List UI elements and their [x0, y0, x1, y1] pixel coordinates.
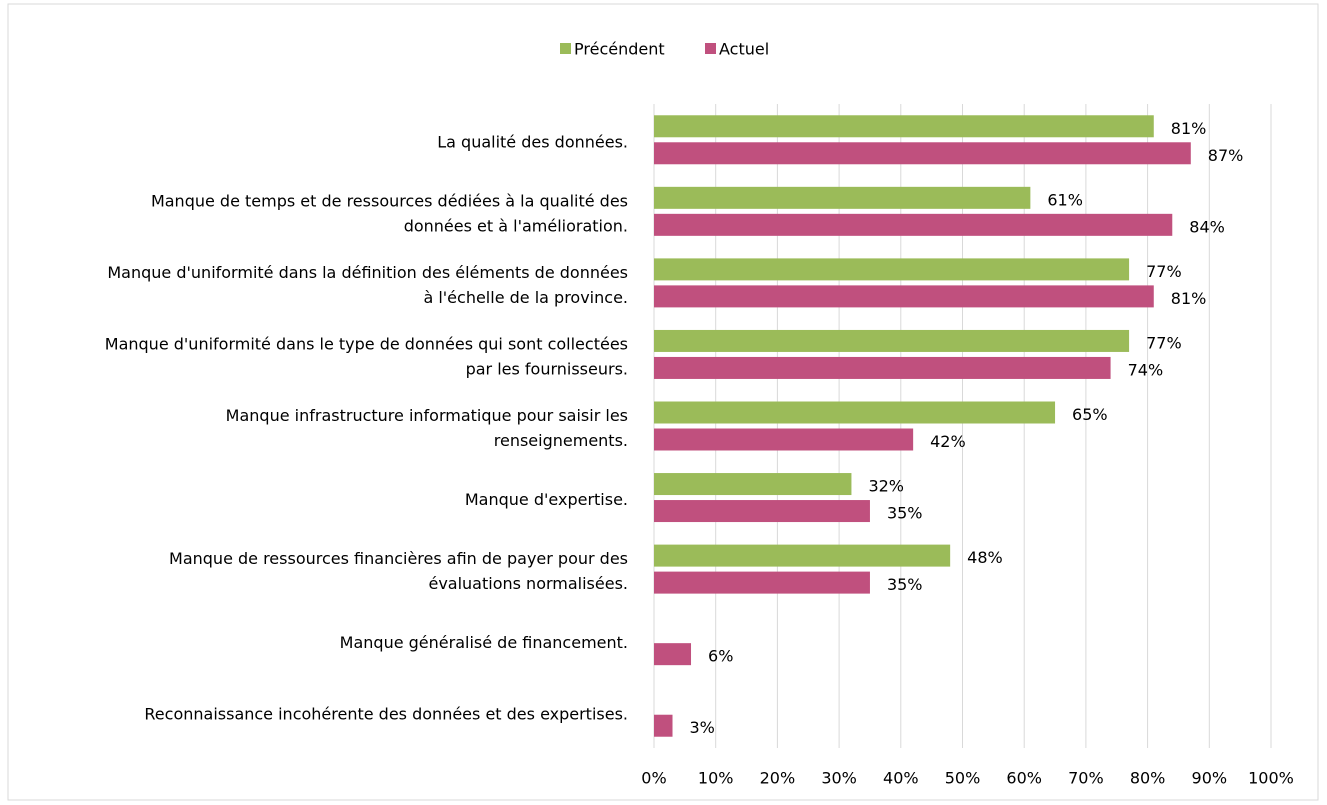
x-tick-label: 90%: [1192, 769, 1228, 788]
bar: [654, 213, 1173, 236]
bar: [654, 329, 1130, 352]
bar: [654, 473, 852, 496]
x-tick-label: 50%: [945, 769, 981, 788]
value-label: 81%: [1171, 289, 1207, 308]
value-label: 87%: [1208, 146, 1244, 165]
legend-label: Précéndent: [574, 40, 665, 59]
category-label: à l'échelle de la province.: [423, 288, 628, 307]
category-label: renseignements.: [494, 431, 628, 450]
legend-swatch: [705, 43, 716, 54]
bar: [654, 356, 1111, 379]
value-label: 35%: [887, 504, 923, 523]
category-label: Manque de temps et de ressources dédiées…: [151, 191, 628, 210]
value-label: 77%: [1146, 333, 1182, 352]
bar: [654, 285, 1154, 308]
bar: [654, 643, 692, 666]
bar: [654, 142, 1191, 165]
category-label: Manque d'uniformité dans la définition d…: [107, 263, 628, 282]
x-tick-label: 60%: [1006, 769, 1042, 788]
x-tick-label: 100%: [1248, 769, 1294, 788]
value-label: 42%: [930, 432, 966, 451]
bar: [654, 544, 951, 567]
value-label: 35%: [887, 575, 923, 594]
x-tick-label: 40%: [883, 769, 919, 788]
category-label: Manque infrastructure informatique pour …: [226, 406, 628, 425]
category-label: Manque d'expertise.: [465, 490, 628, 509]
category-label: évaluations normalisées.: [428, 574, 628, 593]
value-label: 32%: [868, 477, 904, 496]
category-label: par les fournisseurs.: [466, 359, 628, 378]
category-label: La qualité des données.: [437, 132, 628, 151]
category-label: Manque généralisé de financement.: [340, 633, 628, 652]
value-label: 48%: [967, 548, 1003, 567]
category-label: données et à l'amélioration.: [404, 216, 628, 235]
x-tick-label: 70%: [1068, 769, 1104, 788]
bar: [654, 115, 1154, 138]
value-label: 84%: [1189, 217, 1225, 236]
legend-swatch: [560, 43, 571, 54]
bar: [654, 500, 870, 523]
bar: [654, 258, 1130, 281]
value-label: 61%: [1047, 190, 1083, 209]
x-tick-label: 0%: [641, 769, 666, 788]
value-label: 81%: [1171, 119, 1207, 138]
bar: [654, 186, 1031, 209]
x-tick-label: 80%: [1130, 769, 1166, 788]
value-label: 6%: [708, 647, 733, 666]
value-label: 3%: [690, 718, 715, 737]
x-tick-label: 30%: [821, 769, 857, 788]
value-label: 74%: [1128, 360, 1164, 379]
bar: [654, 428, 914, 451]
bar: [654, 401, 1056, 424]
category-label: Manque de ressources financières afin de…: [169, 549, 628, 568]
bar: [654, 714, 673, 737]
legend-label: Actuel: [719, 40, 769, 59]
bar: [654, 571, 870, 594]
category-label: Reconnaissance incohérente des données e…: [144, 705, 628, 724]
x-tick-label: 20%: [760, 769, 796, 788]
x-tick-label: 10%: [698, 769, 734, 788]
value-label: 65%: [1072, 405, 1108, 424]
category-label: Manque d'uniformité dans le type de donn…: [105, 334, 628, 353]
value-label: 77%: [1146, 262, 1182, 281]
